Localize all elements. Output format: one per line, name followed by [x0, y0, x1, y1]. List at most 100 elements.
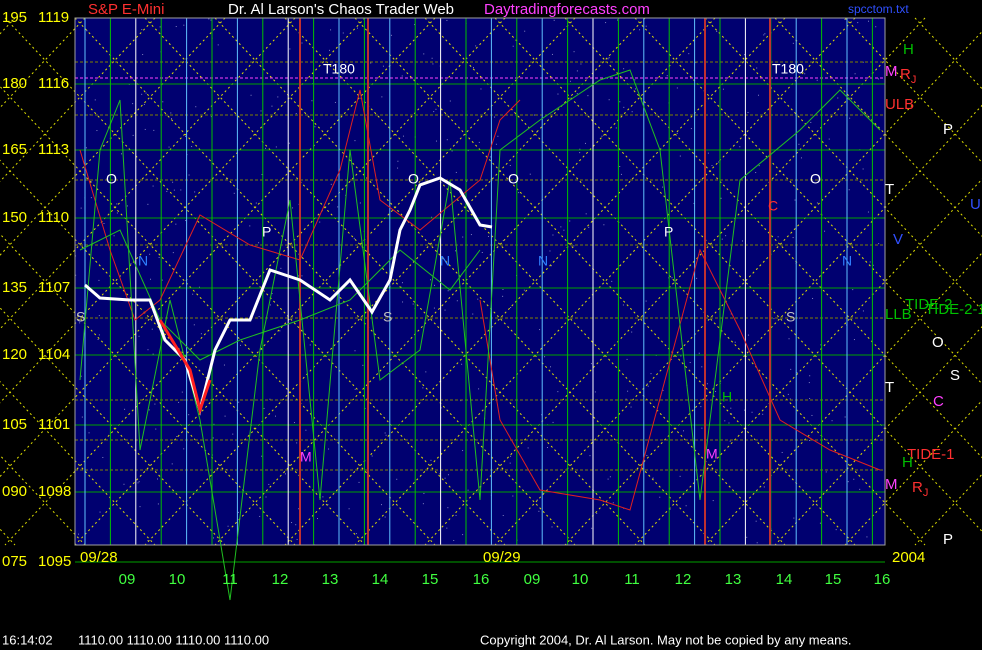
- dot: [573, 245, 575, 247]
- dot: [603, 224, 605, 226]
- dot: [729, 440, 731, 442]
- frame: [74, 17, 886, 546]
- right-label: H: [903, 41, 914, 58]
- dot: [319, 221, 321, 223]
- diag-line: [424, 17, 926, 546]
- dot: [210, 116, 212, 118]
- dot: [147, 203, 149, 205]
- diag-line: [214, 17, 716, 546]
- dot: [144, 128, 146, 130]
- plot-label: O: [106, 171, 117, 187]
- x-label: 11: [222, 571, 238, 588]
- dot: [132, 134, 134, 136]
- y-label-right: 1101: [38, 416, 70, 433]
- dot: [301, 275, 303, 277]
- dot: [224, 415, 226, 417]
- y-label-left: 180: [2, 75, 27, 92]
- prices: 1110.00 1110.00 1110.00 1110.00: [78, 632, 269, 647]
- dot: [594, 391, 596, 393]
- copyright: Copyright 2004, Dr. Al Larson. May not b…: [480, 632, 851, 647]
- dot: [432, 63, 434, 65]
- dot: [314, 126, 316, 128]
- dot: [210, 19, 212, 21]
- dot: [793, 517, 795, 519]
- dot: [579, 148, 581, 150]
- right-label: T: [885, 181, 894, 198]
- plot-label: M: [300, 449, 312, 465]
- dot: [724, 420, 726, 422]
- diag-line: [0, 454, 86, 546]
- dot: [690, 128, 692, 130]
- dot: [811, 414, 813, 416]
- plot-label: C: [768, 198, 778, 214]
- dot: [148, 409, 150, 411]
- dot: [700, 406, 702, 408]
- dot: [192, 293, 194, 295]
- file: spcctom.txt: [848, 2, 909, 16]
- dot: [550, 366, 552, 368]
- dot: [90, 468, 92, 470]
- dot: [751, 411, 753, 413]
- dot: [146, 178, 148, 180]
- dot: [447, 290, 449, 292]
- dot: [434, 284, 435, 286]
- plot-label: H: [722, 389, 732, 405]
- dot: [279, 330, 281, 332]
- dot: [634, 79, 636, 81]
- dot: [139, 506, 141, 508]
- dot: [382, 65, 384, 67]
- dot: [809, 397, 811, 399]
- dot: [552, 421, 554, 423]
- dot: [669, 509, 671, 511]
- plot-label: N: [842, 253, 852, 269]
- dot: [330, 183, 332, 185]
- dot: [342, 32, 344, 34]
- diag-line: [494, 30, 982, 546]
- dot: [619, 101, 621, 103]
- dot: [298, 275, 300, 277]
- dot: [868, 20, 869, 22]
- dot: [284, 473, 286, 475]
- dot: [580, 63, 582, 65]
- dot: [402, 135, 404, 137]
- dot: [88, 432, 90, 434]
- dot: [472, 313, 474, 315]
- dot: [249, 225, 251, 227]
- y-label-right: 1116: [38, 75, 69, 92]
- diag-line: [354, 17, 856, 546]
- dot: [607, 58, 609, 60]
- dot: [309, 344, 311, 346]
- dot: [683, 430, 685, 432]
- dot: [854, 73, 856, 75]
- dot: [200, 333, 202, 335]
- dot: [634, 88, 636, 90]
- dot: [525, 316, 527, 318]
- dot: [371, 455, 373, 457]
- dot: [116, 212, 118, 214]
- dot: [502, 515, 504, 517]
- dot: [370, 62, 372, 64]
- y-label-right: 1104: [38, 346, 70, 363]
- dot: [170, 112, 172, 114]
- dot: [551, 526, 553, 528]
- dot: [355, 533, 357, 535]
- dot: [502, 240, 504, 242]
- dot: [773, 318, 775, 320]
- right-label: LLB: [885, 306, 912, 323]
- dot: [528, 274, 530, 276]
- dot: [849, 117, 851, 119]
- dot: [666, 75, 668, 77]
- dot: [781, 451, 783, 453]
- y-label-left: 165: [2, 141, 27, 158]
- diag-line: [214, 17, 716, 546]
- dot: [824, 230, 826, 232]
- dot: [400, 286, 402, 288]
- dot: [529, 173, 531, 175]
- dot: [98, 315, 100, 317]
- dot: [472, 67, 474, 69]
- right-label: P: [943, 531, 953, 548]
- plot-label: N: [138, 253, 148, 269]
- dot: [208, 18, 210, 20]
- plot-label: O: [508, 171, 519, 187]
- dot: [431, 216, 433, 218]
